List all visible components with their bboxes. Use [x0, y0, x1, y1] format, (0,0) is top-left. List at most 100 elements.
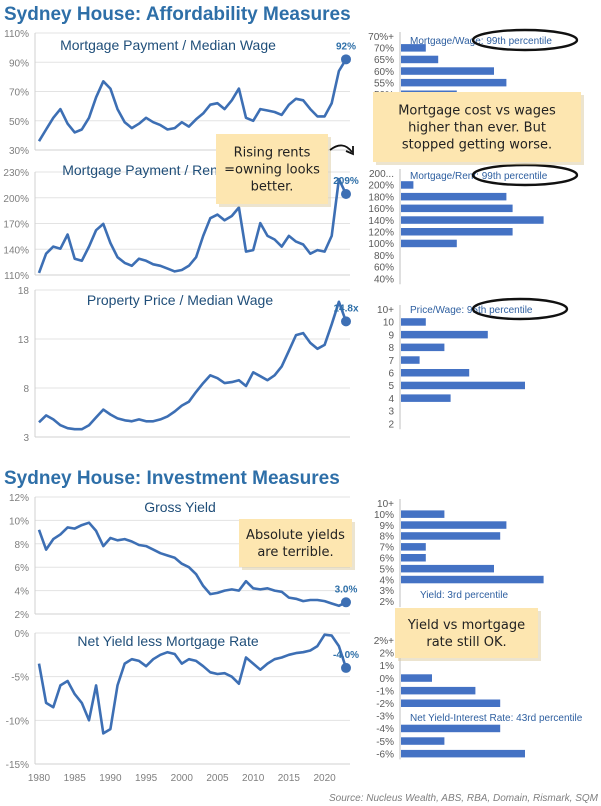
y-tick-label: 230% [3, 168, 29, 179]
histogram-bar [401, 674, 432, 682]
chart-title: Property Price / Median Wage [87, 292, 273, 308]
y-tick-label: 2% [15, 610, 30, 621]
sticky-note-2: Mortgage cost vs wages higher than ever. … [373, 92, 584, 165]
highlight-circle [471, 28, 579, 52]
y-tick-label: 200% [3, 194, 29, 205]
y-tick-label: -15% [6, 760, 29, 771]
histogram-2: 200...200%180%160%140%120%100%80%60%40% M… [368, 163, 579, 285]
histogram-bar [401, 67, 494, 75]
histogram-bar [401, 394, 451, 402]
histogram-4: 10+10%9%8%7%6%5%4%3%2% Yield: 3rd percent… [374, 499, 544, 608]
histogram-tick-label: 7% [380, 543, 395, 554]
histogram-tick-label: 2%+ [374, 636, 394, 647]
end-point-marker [341, 662, 351, 673]
histogram-tick-label: 70%+ [368, 32, 394, 43]
series-line [37, 633, 348, 735]
histogram-tick-label: 10+ [377, 499, 394, 510]
y-tick-label: 4% [15, 587, 30, 598]
histogram-bar [401, 181, 414, 189]
section-title-investment: Sydney House: Investment Measures [4, 468, 340, 489]
histogram-bar [401, 228, 513, 236]
y-tick-label: 6% [15, 563, 30, 574]
x-tick-label: 2000 [171, 773, 194, 784]
histogram-tick-label: 2 [388, 419, 394, 430]
histogram-tick-label: 6% [380, 554, 395, 565]
histogram-bar [401, 724, 501, 733]
histogram-bar [401, 737, 445, 745]
histogram-tick-label: 120% [368, 228, 394, 239]
histogram-bar [401, 510, 445, 518]
chart-title: Net Yield less Mortgage Rate [77, 633, 259, 649]
end-point-marker [341, 316, 351, 327]
histogram-tick-label: -4% [376, 724, 394, 735]
histogram-tick-label: 1% [380, 661, 395, 672]
histogram-tick-label: 55% [374, 78, 394, 89]
histogram-bar [401, 356, 420, 364]
histogram-tick-label: 10+ [377, 305, 394, 316]
histogram-tick-label: -1% [376, 686, 394, 697]
x-tick-label: 1990 [99, 773, 122, 784]
histogram-tick-label: 3 [388, 407, 394, 418]
y-tick-label: 170% [3, 220, 29, 231]
histogram-tick-label: 5 [388, 381, 394, 392]
histogram-bar [401, 532, 501, 540]
note-text: rate still OK. [426, 635, 506, 650]
note-background [216, 134, 328, 204]
histogram-tick-label: -5% [376, 737, 394, 748]
sticky-note-3: Absolute yields are terrible. [239, 519, 355, 570]
percentile-label: Mortgage/Wage: 99th percentile [410, 36, 552, 47]
x-tick-label: 1980 [28, 773, 51, 784]
y-tick-label: 50% [9, 117, 29, 128]
histogram-bar [401, 564, 494, 573]
histogram-tick-label: 9 [388, 330, 394, 341]
histogram-bar [401, 44, 426, 52]
histogram-tick-label: 80% [374, 251, 394, 262]
histogram-tick-label: 200... [369, 169, 394, 180]
y-tick-label: 18 [18, 286, 30, 297]
end-value-label: -4.0% [333, 650, 359, 661]
histogram-bar [401, 343, 445, 352]
histogram-tick-label: -2% [376, 699, 394, 710]
histogram-bar [401, 192, 507, 201]
series-line [37, 177, 348, 274]
series-line [38, 300, 348, 431]
y-tick-label: 0% [15, 629, 30, 640]
series-line [37, 58, 348, 142]
line-chart-5: 0% -5% -10% -15% Net Yield less Mortgage Rat… [6, 629, 360, 771]
histogram-bar [401, 55, 439, 64]
x-tick-label: 1985 [64, 773, 87, 784]
x-tick-label: 1995 [135, 773, 158, 784]
note-text: Rising rents [234, 146, 311, 161]
end-value-label: 3.0% [335, 584, 358, 595]
note-text: Mortgage cost vs wages [398, 104, 556, 119]
histogram-tick-label: 3% [380, 586, 395, 597]
histogram-tick-label: 8 [388, 343, 394, 354]
histogram-bar [401, 318, 426, 326]
chart-title: Gross Yield [144, 499, 216, 515]
histogram-tick-label: 65% [374, 55, 394, 66]
line-chart-1: 110% 90% 70% 50% 30% Mortgage Payment / Media… [4, 29, 356, 157]
histogram-tick-label: 10 [383, 318, 395, 329]
histogram-tick-label: 200% [368, 181, 394, 192]
histogram-bar [401, 239, 457, 248]
histogram-bar [401, 369, 470, 377]
end-point-marker [341, 597, 351, 608]
histogram-bar [401, 216, 544, 224]
note-background [239, 519, 352, 567]
arrow-icon [329, 144, 354, 156]
y-tick-label: 70% [9, 88, 29, 99]
annotation-notes: Rising rents =owning looks better. Mortgage… [216, 92, 584, 661]
histogram-tick-label: -3% [376, 712, 394, 723]
histogram-tick-label: 5% [380, 564, 395, 575]
section-title-affordability: Sydney House: Affordability Measures [4, 4, 351, 25]
histogram-tick-label: 4% [380, 575, 395, 586]
highlight-circle [471, 297, 569, 321]
y-tick-label: 10% [9, 516, 29, 527]
x-axis: 1980 1985 1990 1995 2000 2005 2010 2015 2020 [28, 773, 336, 784]
histogram-bar [401, 78, 507, 87]
note-text: better. [251, 180, 294, 195]
histogram-bar [401, 204, 513, 213]
note-text: are terrible. [257, 545, 333, 560]
y-tick-label: 30% [9, 146, 29, 157]
